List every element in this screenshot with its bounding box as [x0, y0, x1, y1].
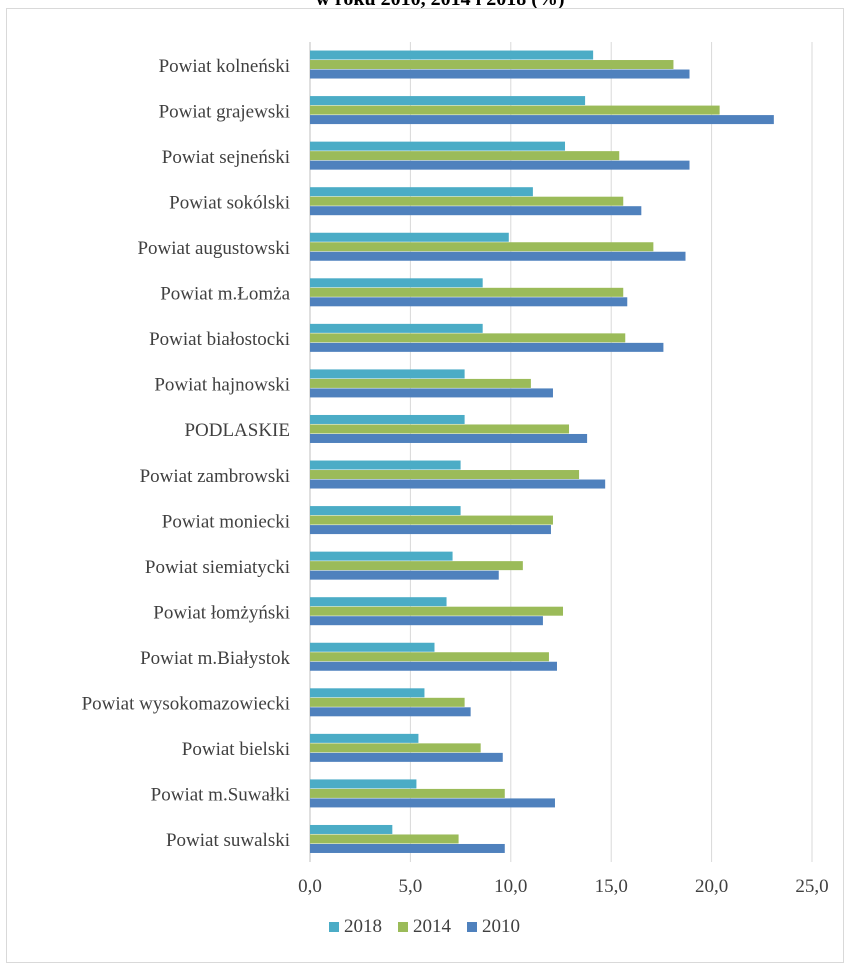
bar-2018 [310, 187, 533, 197]
bar-2014 [310, 333, 626, 343]
bar-2010 [310, 160, 690, 170]
bar-2014 [310, 151, 620, 161]
bar-2018 [310, 414, 465, 424]
bar-2018 [310, 597, 447, 607]
category-label: Powiat grajewski [159, 101, 290, 122]
category-label: Powiat hajnowski [154, 375, 290, 396]
bar-2018 [310, 50, 594, 60]
bar-2010 [310, 251, 686, 261]
legend-item-2018: 2018 [329, 916, 382, 938]
bar-2018 [310, 460, 461, 470]
chart-legend: 2018 2014 2010 [0, 916, 849, 938]
category-label: Powiat bielski [182, 739, 290, 760]
bar-2014 [310, 834, 459, 844]
bar-2018 [310, 506, 461, 516]
bar-2014 [310, 515, 553, 525]
bar-2010 [310, 479, 606, 489]
bar-2014 [310, 242, 654, 252]
bar-2010 [310, 843, 505, 853]
bar-2014 [310, 196, 624, 206]
bar-2014 [310, 697, 465, 707]
bar-2010 [310, 342, 664, 352]
category-label: Powiat moniecki [162, 511, 290, 532]
x-tick-label: 15,0 [595, 876, 628, 897]
bar-2018 [310, 779, 417, 789]
category-label: Powiat sokólski [169, 192, 290, 213]
bar-2018 [310, 369, 465, 379]
category-label: Powiat m.Suwałki [151, 785, 290, 806]
bar-2018 [310, 733, 419, 743]
chart-title: w roku 2010, 2014 i 2018 (%) [160, 0, 720, 11]
bar-2014 [310, 470, 580, 480]
bar-2010 [310, 297, 628, 307]
bar-2010 [310, 752, 503, 762]
category-label: Powiat m.Białystok [140, 648, 290, 669]
x-tick-label: 20,0 [695, 876, 728, 897]
category-label: Powiat wysokomazowiecki [82, 694, 290, 715]
legend-swatch-2018 [329, 922, 339, 932]
bar-2014 [310, 788, 505, 798]
bar-2014 [310, 424, 570, 434]
legend-label-2018: 2018 [344, 916, 382, 937]
x-tick-label: 10,0 [494, 876, 527, 897]
category-label: Powiat suwalski [166, 830, 290, 851]
bar-2014 [310, 287, 624, 297]
category-label: Powiat zambrowski [140, 466, 290, 487]
bar-2018 [310, 551, 453, 561]
bar-2010 [310, 115, 774, 125]
bar-2014 [310, 105, 720, 115]
category-label: Powiat łomżyński [153, 602, 290, 623]
bar-2018 [310, 141, 566, 151]
bar-2018 [310, 96, 586, 106]
legend-item-2014: 2014 [398, 916, 451, 938]
bar-2018 [310, 278, 483, 288]
category-label: Powiat siemiatycki [145, 557, 290, 578]
bar-2010 [310, 616, 543, 626]
bar-2010 [310, 798, 555, 808]
legend-swatch-2010 [467, 922, 477, 932]
category-label: Powiat białostocki [149, 329, 290, 350]
bar-2014 [310, 60, 674, 70]
bar-2010 [310, 388, 553, 398]
bar-2018 [310, 688, 425, 698]
category-label: Powiat augustowski [137, 238, 290, 259]
bar-2010 [310, 661, 557, 671]
bar-2014 [310, 378, 531, 388]
category-label: PODLASKIE [184, 420, 290, 441]
bar-2014 [310, 606, 564, 616]
bar-2010 [310, 206, 642, 216]
bar-2018 [310, 232, 509, 242]
bar-2010 [310, 707, 471, 717]
bar-2014 [310, 652, 549, 662]
bar-2014 [310, 743, 481, 753]
x-tick-label: 5,0 [399, 876, 423, 897]
legend-label-2014: 2014 [413, 916, 451, 937]
bar-2018 [310, 824, 393, 834]
bar-2010 [310, 525, 551, 535]
category-label: Powiat kolneński [159, 56, 290, 77]
bar-2018 [310, 642, 435, 652]
legend-swatch-2014 [398, 922, 408, 932]
legend-item-2010: 2010 [467, 916, 520, 938]
bar-2010 [310, 570, 499, 580]
bar-2014 [310, 561, 523, 571]
bar-2010 [310, 433, 588, 443]
x-tick-label: 25,0 [795, 876, 828, 897]
category-label: Powiat sejneński [162, 147, 290, 168]
bar-2010 [310, 69, 690, 79]
category-label: Powiat m.Łomża [160, 284, 290, 305]
legend-label-2010: 2010 [482, 916, 520, 937]
bar-2018 [310, 323, 483, 333]
x-tick-label: 0,0 [298, 876, 322, 897]
